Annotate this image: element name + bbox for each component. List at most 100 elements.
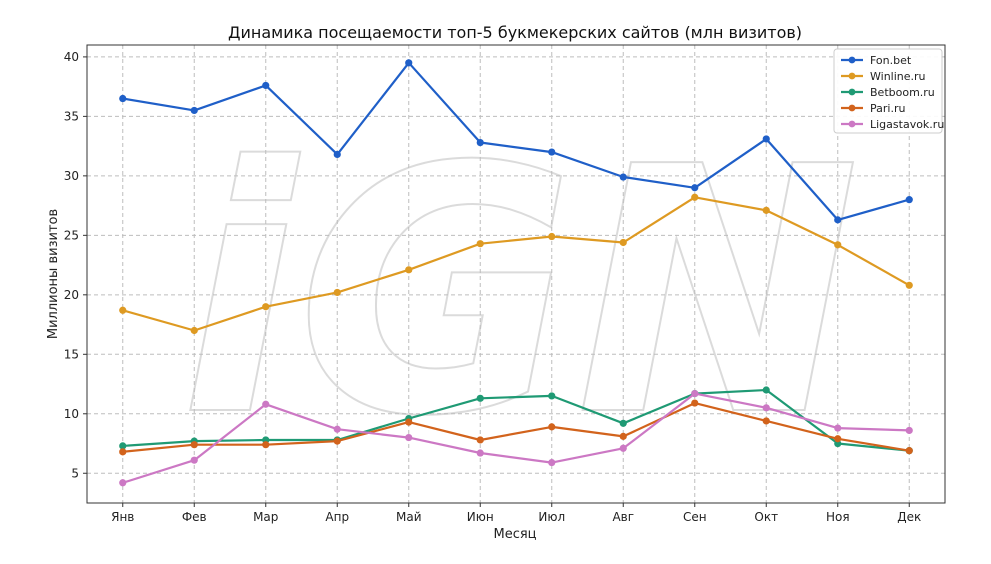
data-point (834, 424, 842, 432)
data-point (834, 435, 842, 443)
series-line (122, 402, 910, 453)
data-point (548, 148, 556, 156)
data-point (119, 94, 127, 103)
legend-marker (848, 120, 856, 128)
series-line (122, 392, 910, 484)
legend-marker (848, 88, 856, 96)
watermark-text: iGN (180, 95, 860, 491)
series-line (122, 388, 910, 452)
data-point (548, 232, 556, 241)
y-tick-label: 10 (64, 407, 79, 421)
data-point (691, 193, 699, 201)
data-point (548, 423, 556, 431)
y-tick-label: 5 (71, 466, 79, 480)
x-tick-label: Июн (467, 510, 494, 524)
data-point (691, 399, 699, 407)
x-tick-label: Янв (111, 510, 134, 524)
y-tick-label: 35 (64, 109, 79, 123)
data-point (905, 281, 913, 289)
data-point (619, 444, 627, 452)
data-point (762, 135, 770, 143)
data-point (119, 306, 127, 314)
y-axis: 5 10 15 20 25 30 35 40 (64, 50, 87, 480)
data-point (834, 216, 842, 224)
data-point (691, 184, 699, 192)
x-axis: Янв Фев Мар Апр Май Июн Июл Авг Сен Окт Ноя Дек (111, 503, 921, 524)
x-tick-label: Авг (612, 510, 634, 524)
data-point (476, 138, 484, 147)
data-point (405, 418, 413, 426)
x-tick-label: Апр (325, 510, 349, 524)
plot-frame (86, 44, 946, 504)
series-line (122, 196, 910, 332)
data-point (905, 426, 913, 435)
y-axis-title: Миллионы визитов (46, 209, 61, 339)
data-point (762, 404, 770, 412)
y-tick-label: 25 (64, 228, 79, 242)
y-tick-label: 20 (64, 288, 79, 302)
legend-label: Fon.bet (870, 54, 912, 67)
x-tick-label: Май (396, 510, 422, 524)
data-point (405, 266, 413, 274)
x-tick-label: Мар (253, 510, 278, 524)
data-point (262, 441, 270, 449)
series-layer (119, 59, 913, 487)
x-tick-label: Июл (538, 510, 565, 524)
legend-label: Betboom.ru (870, 86, 935, 99)
data-point (476, 449, 484, 457)
data-point (405, 59, 413, 67)
data-point (333, 425, 341, 433)
y-tick-label: 30 (64, 169, 79, 183)
data-point (333, 288, 341, 297)
data-point (405, 433, 413, 442)
data-point (762, 417, 770, 425)
data-point (190, 326, 198, 335)
legend-marker (848, 72, 856, 80)
data-point (476, 240, 484, 248)
x-tick-label: Сен (683, 510, 707, 524)
x-tick-label: Дек (897, 510, 921, 524)
data-point (619, 432, 627, 440)
legend-marker (848, 104, 856, 112)
y-tick-label: 15 (64, 347, 79, 361)
ign-watermark: iGN (179, 94, 861, 492)
legend-marker (848, 56, 856, 64)
data-point (333, 150, 341, 159)
data-point (619, 419, 627, 427)
data-point (691, 389, 699, 398)
data-point (262, 400, 270, 408)
data-point (762, 206, 770, 214)
legend-box (833, 48, 943, 134)
data-point (190, 106, 198, 115)
chart-title: Динамика посещаемости топ-5 букмекерских… (228, 23, 802, 42)
data-point (476, 436, 484, 444)
data-point (119, 448, 127, 456)
data-point (548, 458, 556, 467)
data-point (333, 437, 341, 445)
x-axis-title: Месяц (493, 527, 536, 542)
data-point (619, 173, 627, 181)
data-point (119, 442, 127, 450)
series-line (122, 61, 910, 221)
data-point (762, 386, 770, 394)
legend: Fon.bet Winline.ru Betboom.ru Pari.ru Ligast… (833, 48, 944, 134)
data-point (905, 196, 913, 204)
legend-label: Ligastavok.ru (870, 118, 944, 131)
data-point (190, 441, 198, 449)
data-point (905, 447, 913, 455)
data-point (262, 303, 270, 311)
x-tick-label: Окт (754, 510, 778, 524)
data-point (190, 456, 198, 464)
y-tick-label: 40 (64, 50, 79, 64)
data-point (476, 394, 484, 402)
x-tick-label: Фев (182, 510, 207, 524)
data-point (119, 479, 127, 487)
data-point (619, 238, 627, 247)
data-point (262, 81, 270, 90)
data-point (548, 392, 556, 400)
legend-label: Pari.ru (870, 102, 905, 115)
x-tick-label: Ноя (826, 510, 850, 524)
legend-label: Winline.ru (870, 70, 926, 83)
